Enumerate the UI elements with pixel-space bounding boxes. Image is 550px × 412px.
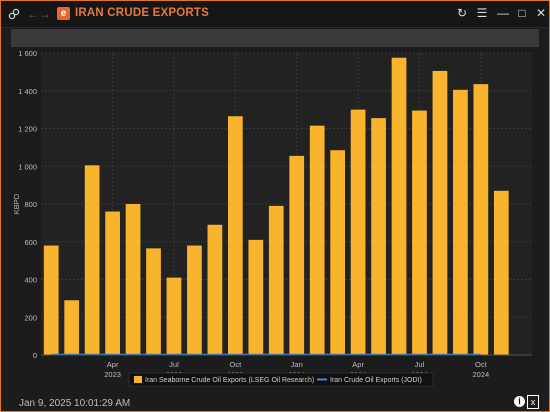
- bar: [248, 239, 264, 355]
- legend-box: [128, 372, 434, 387]
- bar: [391, 57, 407, 355]
- bar: [350, 109, 366, 355]
- link-icon[interactable]: [7, 6, 21, 22]
- bar: [146, 248, 161, 355]
- y-tick-label: 600: [24, 238, 37, 247]
- x-tick-month-label: Apr: [107, 360, 119, 369]
- x-tick-month-label: Oct: [230, 360, 243, 369]
- y-tick-label: 800: [24, 200, 37, 209]
- x-tick-month-label: Jul: [169, 360, 179, 369]
- bar: [64, 300, 80, 355]
- x-tick-month-label: Oct: [475, 360, 488, 369]
- bar: [289, 155, 305, 355]
- bar: [207, 224, 223, 355]
- bar: [412, 110, 427, 355]
- bar: [453, 89, 468, 356]
- legend-label-jodi: Iran Crude Oil Exports (JODI): [330, 377, 422, 384]
- last-updated-timestamp: Jan 9, 2025 10:01:29 AM: [19, 398, 131, 409]
- y-tick-label: 0: [33, 351, 37, 360]
- y-tick-label: 1 600: [18, 49, 37, 58]
- chart-toolbar-strip: [11, 29, 539, 47]
- bar: [330, 150, 346, 355]
- title-bar: ← → e IRAN CRUDE EXPORTS ↻ ☰ — □ ✕: [1, 1, 549, 28]
- bar: [166, 277, 182, 355]
- arrow-right-icon[interactable]: →: [39, 7, 51, 21]
- y-tick-label: 1 400: [18, 87, 37, 96]
- x-tick-year-label: 2024: [473, 370, 490, 379]
- y-tick-label: 400: [24, 276, 37, 285]
- bar: [309, 125, 325, 355]
- bar: [105, 211, 120, 355]
- bar: [227, 116, 243, 355]
- bar: [432, 70, 448, 356]
- bar: [125, 204, 141, 355]
- y-tick-label: 200: [24, 313, 37, 322]
- bar: [43, 245, 59, 355]
- legend-label-lseg: Iran Seaborne Crude Oil Exports (LSEG Oi…: [145, 377, 314, 384]
- hamburger-menu-icon[interactable]: ☰: [476, 6, 488, 20]
- bar: [84, 165, 100, 355]
- refresh-icon[interactable]: ↻: [456, 6, 468, 20]
- bar: [473, 84, 489, 356]
- legend-swatch-bar: [134, 376, 142, 383]
- y-axis-label: KBPD: [12, 193, 21, 214]
- y-tick-label: 1 000: [18, 162, 37, 171]
- bar: [493, 190, 509, 355]
- x-tick-month-label: Jul: [415, 360, 425, 369]
- x-tick-month-label: Jan: [291, 360, 303, 369]
- window-title: IRAN CRUDE EXPORTS: [75, 7, 209, 19]
- bar: [268, 205, 284, 355]
- excel-export-icon[interactable]: x: [527, 395, 539, 409]
- bar: [371, 118, 386, 356]
- app-logo-icon: e: [57, 7, 70, 20]
- maximize-icon[interactable]: □: [518, 6, 526, 20]
- chart-panel: 0 200 400 600 800 1 000 1 200 1 400 1 600 Apr 2023…: [11, 49, 539, 394]
- bar: [187, 245, 202, 355]
- x-tick-month-label: Apr: [352, 360, 364, 369]
- y-tick-label: 1 200: [18, 125, 37, 134]
- info-icon[interactable]: i: [514, 396, 525, 407]
- close-icon[interactable]: ✕: [535, 6, 547, 20]
- arrow-left-icon[interactable]: ←: [27, 7, 39, 21]
- minimize-icon[interactable]: —: [497, 6, 509, 20]
- x-tick-year-label: 2023: [104, 370, 121, 379]
